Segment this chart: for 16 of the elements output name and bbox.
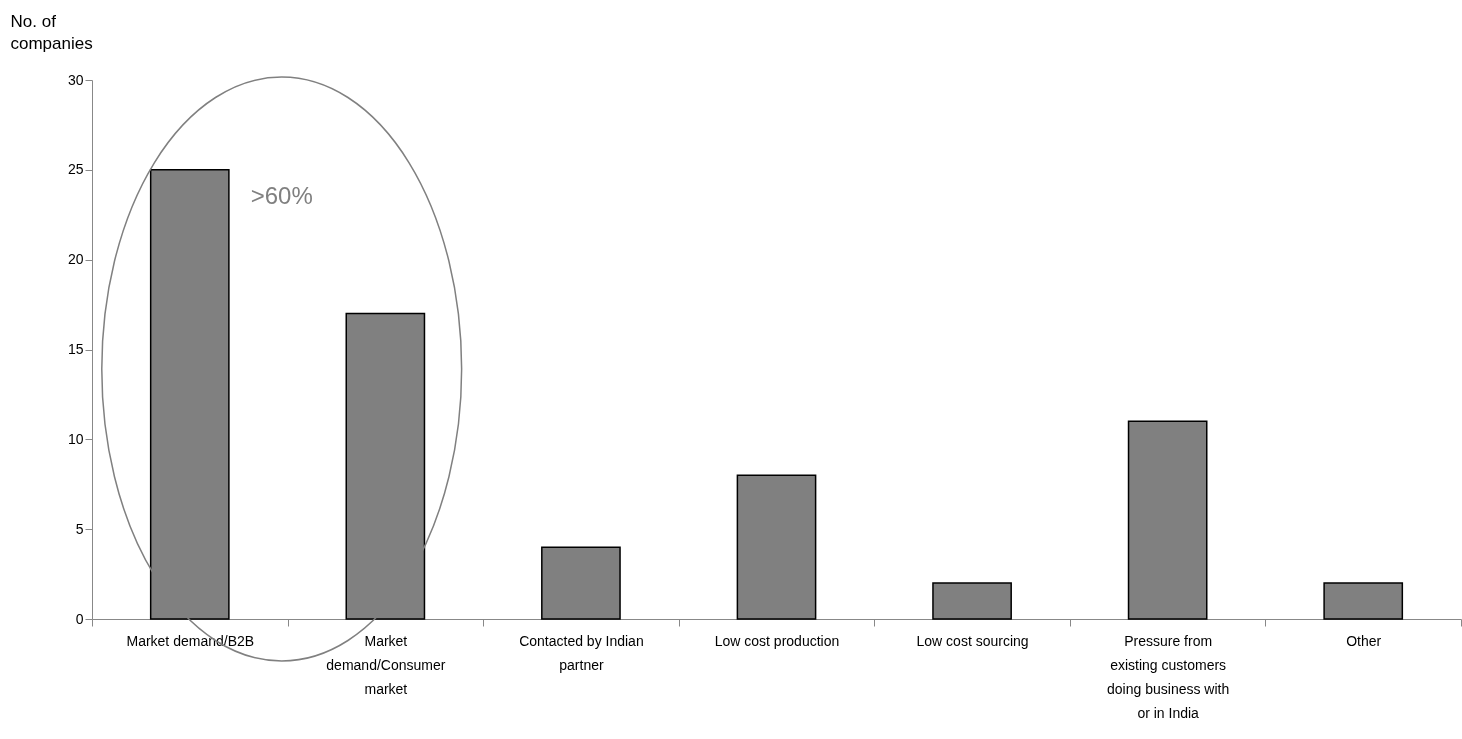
x-tick-label: Contacted by Indian partner bbox=[519, 632, 644, 673]
annotation: >60% bbox=[250, 181, 313, 209]
y-tick-label: 30 bbox=[67, 71, 84, 88]
y-tick-label: 0 bbox=[75, 610, 84, 627]
x-tick-label: Pressure from existing customers doing business with or in India bbox=[1107, 632, 1230, 721]
y-tick-label: 15 bbox=[67, 341, 84, 357]
x-tick-label: Market demand/Consumer market bbox=[326, 632, 446, 697]
y-tick-label: 25 bbox=[67, 161, 84, 178]
x-tick-label: Low cost production bbox=[714, 632, 840, 649]
y-axis-title: No. of companies bbox=[10, 11, 93, 53]
x-tick-label: Other bbox=[1346, 632, 1382, 649]
y-tick-label: 10 bbox=[67, 430, 84, 447]
x-tick-label: Market demand/B2B bbox=[126, 632, 255, 649]
y-tick-label: 5 bbox=[75, 520, 84, 537]
y-tick-label: 20 bbox=[67, 251, 84, 268]
x-tick-label: Low cost sourcing bbox=[916, 632, 1029, 649]
